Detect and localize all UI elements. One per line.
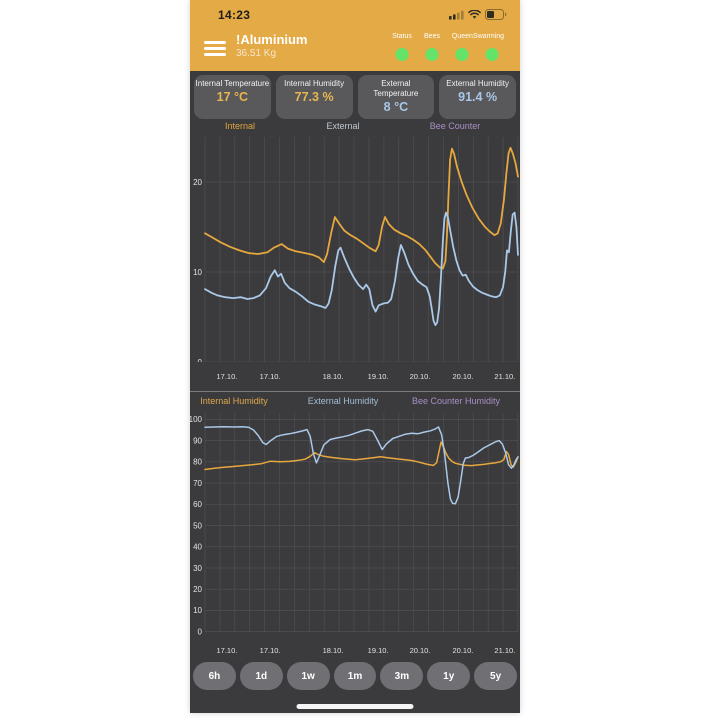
svg-text:0: 0	[198, 358, 203, 362]
svg-text:80: 80	[193, 458, 202, 467]
card-value: 77.3 %	[294, 90, 334, 104]
app-header: !Aluminium 36.51 Kg Status Bees QueenSwarm…	[190, 27, 520, 71]
svg-text:20: 20	[193, 178, 202, 187]
card-internal-temperature: Internal Temperature 17 °C	[194, 75, 271, 119]
range-button-1d[interactable]: 1d	[239, 662, 283, 690]
temperature-chart-x-axis: 17.10. 17.10. 18.10. 19.10. 20.10. 20.10. 21.1…	[190, 372, 520, 383]
x-axis-label: 17.10.	[216, 372, 238, 381]
x-axis-label: 20.10.	[409, 646, 431, 655]
svg-text:0: 0	[198, 627, 203, 636]
humidity-chart-legend: Internal Humidity External Humidity Bee Co…	[190, 396, 520, 409]
svg-text:30: 30	[193, 564, 202, 573]
hive-titles: !Aluminium 36.51 Kg	[236, 32, 308, 59]
card-external-humidity: External Humidity 91.4 %	[439, 75, 516, 119]
indicator-label: Status	[392, 33, 412, 40]
card-value: 91.4 %	[458, 90, 498, 104]
svg-text:60: 60	[193, 500, 202, 509]
svg-text:70: 70	[193, 479, 202, 488]
hive-weight: 36.51 Kg	[236, 48, 277, 59]
x-axis-label: 20.10.	[452, 372, 474, 381]
legend-bee-counter-humidity[interactable]: Bee Counter Humidity	[411, 396, 501, 406]
x-axis-label: 18.10.	[322, 646, 344, 655]
legend-internal[interactable]: Internal	[224, 121, 256, 131]
indicator-label: QueenSwarming	[451, 33, 505, 40]
card-value: 17 °C	[216, 90, 249, 104]
legend-external[interactable]: External	[326, 121, 360, 131]
status-dot	[455, 48, 469, 61]
x-axis-label: 19.10.	[367, 646, 389, 655]
range-button-5y[interactable]: 5y	[474, 662, 518, 690]
svg-text:40: 40	[193, 543, 202, 552]
temperature-chart[interactable]: 0 10 20	[190, 137, 520, 367]
indicator-label: Bees	[424, 33, 440, 40]
battery-icon	[485, 9, 507, 20]
sensor-cards: Internal Temperature 17 °C Internal Humi…	[190, 75, 520, 119]
x-axis-label: 20.10.	[409, 372, 431, 381]
home-indicator[interactable]	[296, 704, 414, 709]
humidity-chart[interactable]: 0 10 20 30 40 50 60 70 80 90 100	[190, 413, 520, 638]
status-indicators: Status Bees QueenSwarming	[388, 27, 520, 71]
legend-bee-counter[interactable]: Bee Counter	[429, 121, 481, 131]
x-axis-label: 19.10.	[367, 372, 389, 381]
svg-text:100: 100	[190, 415, 203, 424]
temperature-chart-legend: Internal External Bee Counter	[190, 121, 520, 134]
range-button-1m[interactable]: 1m	[333, 662, 377, 690]
svg-text:10: 10	[193, 268, 202, 277]
cellular-signal-icon	[449, 10, 464, 20]
status-dot	[395, 48, 409, 61]
status-bar: 14:23	[190, 0, 520, 27]
status-dot	[485, 48, 499, 61]
humidity-chart-x-axis: 17.10. 17.10. 18.10. 19.10. 20.10. 20.10. 21.1…	[190, 646, 520, 657]
status-dot	[425, 48, 439, 61]
card-external-temperature: External Temperature 8 °C	[357, 75, 435, 119]
range-button-6h[interactable]: 6h	[193, 662, 236, 690]
svg-text:90: 90	[193, 436, 202, 445]
x-axis-label: 18.10.	[322, 372, 344, 381]
legend-internal-humidity[interactable]: Internal Humidity	[200, 396, 268, 406]
menu-bar	[204, 52, 226, 56]
card-label: Internal Humidity	[284, 79, 345, 88]
status-icons	[449, 9, 507, 20]
range-button-3m[interactable]: 3m	[380, 662, 424, 690]
card-label: External Temperature	[373, 79, 419, 98]
hive-name: !Aluminium	[236, 32, 308, 47]
time-range-buttons: 6h 1d 1w 1m 3m 1y 5y	[190, 662, 520, 690]
x-axis-label: 17.10.	[216, 646, 238, 655]
svg-text:10: 10	[193, 606, 202, 615]
svg-text:50: 50	[193, 521, 202, 530]
card-label: Internal Temperature	[195, 79, 270, 88]
card-label: External Humidity	[446, 79, 509, 88]
menu-bar	[204, 41, 226, 44]
card-internal-humidity: Internal Humidity 77.3 %	[275, 75, 353, 119]
svg-text:20: 20	[193, 585, 202, 594]
wifi-icon	[468, 9, 481, 19]
chart-divider	[190, 391, 520, 392]
menu-bar	[204, 46, 226, 50]
x-axis-label: 21.10.	[494, 646, 516, 655]
phone-screenshot: 14:23 !Al	[190, 0, 520, 713]
x-axis-label: 20.10.	[452, 646, 474, 655]
menu-button[interactable]	[204, 41, 226, 59]
card-value: 8 °C	[383, 100, 409, 114]
range-button-1w[interactable]: 1w	[286, 662, 330, 690]
x-axis-label: 21.10.	[494, 372, 516, 381]
legend-external-humidity[interactable]: External Humidity	[307, 396, 379, 406]
range-button-1y[interactable]: 1y	[427, 662, 471, 690]
clock: 14:23	[218, 7, 251, 22]
x-axis-label: 17.10.	[259, 646, 281, 655]
x-axis-label: 17.10.	[259, 372, 281, 381]
